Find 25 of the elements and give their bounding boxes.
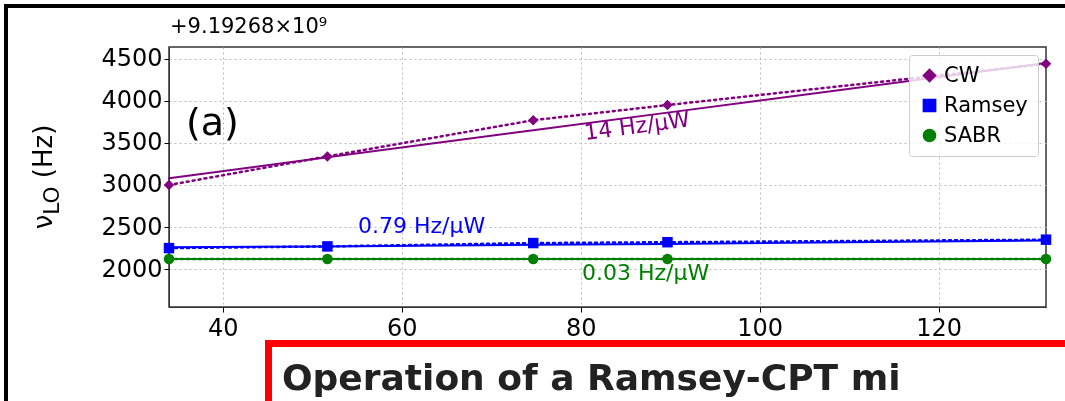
text: +9.19268×10⁹ (170, 14, 328, 38)
text: Operation of a Ramsey-CPT mi (265, 340, 1065, 401)
x-tick-label: 40 (207, 313, 239, 342)
legend-label: CW (944, 62, 980, 87)
legend-label: SABR (944, 122, 1002, 147)
point (1040, 234, 1052, 245)
x-tick-label: 100 (737, 313, 784, 342)
x-tick-label: 120 (916, 313, 963, 342)
y-tick-label: 2000 (101, 254, 163, 283)
annotation: 0.03 Hz/μW (582, 260, 710, 285)
point (163, 179, 175, 191)
legend-label: Ramsey (944, 92, 1028, 117)
y-tick-label: 2500 (101, 212, 163, 241)
y-tick-label: 3500 (101, 128, 163, 157)
annotation: 14 Hz/μW (582, 106, 692, 145)
y-tick-label: 3000 (101, 170, 163, 199)
y-tick-label: 4500 (101, 44, 163, 73)
point (662, 99, 673, 111)
point (527, 114, 539, 126)
annotation: (a) (186, 100, 239, 144)
x-tick-label: 60 (386, 313, 418, 342)
annotation: 0.79 Hz/μW (358, 213, 486, 238)
point (322, 241, 333, 252)
x-tick-label: 80 (565, 313, 597, 342)
y-tick-label: 4000 (101, 86, 163, 115)
